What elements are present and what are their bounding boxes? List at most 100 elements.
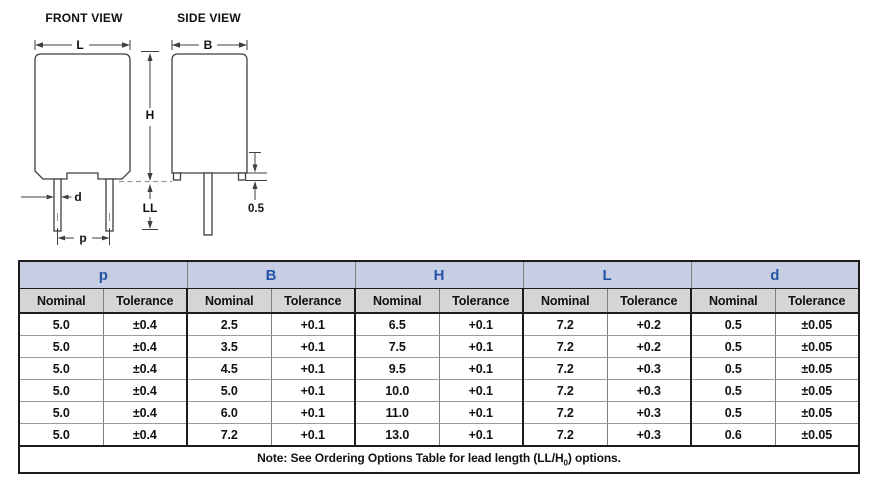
table-row: 5.0 ±0.4 7.2 +0.1 13.0 +0.1 7.2 +0.3 0.6 ±0.05 <box>19 423 859 447</box>
table-cell: ±0.4 <box>103 423 188 447</box>
col-header-L-nominal: Nominal <box>523 288 608 314</box>
table-cell: +0.1 <box>271 379 356 402</box>
dimensions-table: p B H L d Nominal Tolerance Nominal Tole… <box>18 260 860 474</box>
table-cell: 11.0 <box>355 401 440 424</box>
column-group-H: H <box>355 261 524 289</box>
col-header-L-tolerance: Tolerance <box>607 288 692 314</box>
col-header-p-nominal: Nominal <box>19 288 104 314</box>
table-cell: 7.2 <box>187 423 272 447</box>
table-cell: ±0.4 <box>103 401 188 424</box>
note-row: Note: See Ordering Options Table for lea… <box>19 445 859 473</box>
table-cell: ±0.05 <box>775 423 859 447</box>
note-text-subscript: 0 <box>563 458 568 468</box>
table-cell: 7.2 <box>523 423 608 447</box>
table-cell: 7.2 <box>523 313 608 336</box>
table-row: 5.0 ±0.4 6.0 +0.1 11.0 +0.1 7.2 +0.3 0.5 ±0.05 <box>19 401 859 424</box>
table-cell: 7.2 <box>523 379 608 402</box>
note-text-suffix: ) options. <box>567 451 621 466</box>
table-cell: +0.2 <box>607 313 692 336</box>
table-cell: +0.1 <box>439 313 524 336</box>
col-header-p-tolerance: Tolerance <box>103 288 188 314</box>
table-cell: +0.1 <box>271 335 356 358</box>
table-cell: +0.3 <box>607 357 692 380</box>
table-cell: +0.3 <box>607 379 692 402</box>
dimension-label-H: H <box>146 108 155 122</box>
front-lead-right <box>105 178 114 232</box>
dimension-LL: LL <box>142 184 158 230</box>
table-cell: 7.2 <box>523 335 608 358</box>
table-cell: 0.5 <box>691 401 776 424</box>
dimension-diagram: FRONT VIEW L <box>21 11 267 245</box>
dimension-label-L: L <box>76 38 83 52</box>
side-lead <box>203 172 213 236</box>
front-view-title: FRONT VIEW <box>45 11 123 25</box>
column-group-L: L <box>523 261 692 289</box>
dimension-label-standoff: 0.5 <box>248 203 265 215</box>
side-view-body <box>171 53 248 174</box>
dimension-d: d <box>21 190 82 204</box>
dimension-B: B <box>171 38 248 52</box>
table-body: 5.0 ±0.4 2.5 +0.1 6.5 +0.1 7.2 +0.2 0.5 ±0.05 5.0 ±… <box>19 313 859 447</box>
table-cell: 5.0 <box>19 335 104 358</box>
front-lead-left <box>53 178 62 232</box>
table-cell: 2.5 <box>187 313 272 336</box>
table-row: 5.0 ±0.4 5.0 +0.1 10.0 +0.1 7.2 +0.3 0.5 ±0.05 <box>19 379 859 402</box>
table-row: 5.0 ±0.4 4.5 +0.1 9.5 +0.1 7.2 +0.3 0.5 ±0.05 <box>19 357 859 380</box>
table-cell: +0.1 <box>439 423 524 447</box>
table-cell: 5.0 <box>19 313 104 336</box>
dimension-label-p: p <box>79 231 86 245</box>
table-cell: 9.5 <box>355 357 440 380</box>
table-cell: 5.0 <box>19 379 104 402</box>
table-cell: 4.5 <box>187 357 272 380</box>
dimension-label-B: B <box>204 38 213 52</box>
table-cell: +0.1 <box>271 423 356 447</box>
table-cell: 0.5 <box>691 357 776 380</box>
col-header-B-tolerance: Tolerance <box>271 288 356 314</box>
table-cell: 5.0 <box>19 423 104 447</box>
table-cell: ±0.4 <box>103 379 188 402</box>
dimension-H: H <box>141 51 159 181</box>
table-cell: +0.1 <box>439 357 524 380</box>
table-cell: ±0.05 <box>775 357 859 380</box>
col-header-H-nominal: Nominal <box>355 288 440 314</box>
table-row: 5.0 ±0.4 3.5 +0.1 7.5 +0.1 7.2 +0.2 0.5 ±0.05 <box>19 335 859 358</box>
column-group-p: p <box>19 261 188 289</box>
sub-header-row: Nominal Tolerance Nominal Tolerance Nomi… <box>19 288 859 314</box>
dimension-standoff: 0.5 <box>246 152 267 215</box>
table-cell: 10.0 <box>355 379 440 402</box>
side-foot-left <box>172 172 182 181</box>
table-cell: 0.5 <box>691 313 776 336</box>
col-header-d-nominal: Nominal <box>691 288 776 314</box>
front-view: FRONT VIEW L <box>21 11 131 245</box>
table-cell: +0.1 <box>271 313 356 336</box>
table-cell: ±0.05 <box>775 401 859 424</box>
table-cell: 0.5 <box>691 379 776 402</box>
side-view: SIDE VIEW B <box>171 11 267 236</box>
table-cell: +0.3 <box>607 401 692 424</box>
dimension-label-d: d <box>74 190 81 204</box>
table-cell: 7.2 <box>523 357 608 380</box>
column-group-d: d <box>691 261 859 289</box>
table-cell: 6.0 <box>187 401 272 424</box>
table-cell: 5.0 <box>19 357 104 380</box>
note-text-prefix: Note: See Ordering Options Table for lea… <box>257 451 564 466</box>
table-cell: ±0.05 <box>775 335 859 358</box>
col-header-B-nominal: Nominal <box>187 288 272 314</box>
dimension-L: L <box>34 38 131 52</box>
table-cell: ±0.4 <box>103 357 188 380</box>
table-cell: ±0.05 <box>775 379 859 402</box>
table-cell: 5.0 <box>187 379 272 402</box>
table-cell: +0.1 <box>439 335 524 358</box>
col-header-H-tolerance: Tolerance <box>439 288 524 314</box>
table-cell: 13.0 <box>355 423 440 447</box>
side-foot-right <box>237 172 247 181</box>
front-view-body <box>34 53 131 180</box>
col-header-d-tolerance: Tolerance <box>775 288 859 314</box>
table-cell: 0.6 <box>691 423 776 447</box>
column-group-B: B <box>187 261 356 289</box>
table-cell: +0.1 <box>439 401 524 424</box>
table-cell: +0.3 <box>607 423 692 447</box>
side-view-title: SIDE VIEW <box>177 11 241 25</box>
table-cell: +0.1 <box>439 379 524 402</box>
